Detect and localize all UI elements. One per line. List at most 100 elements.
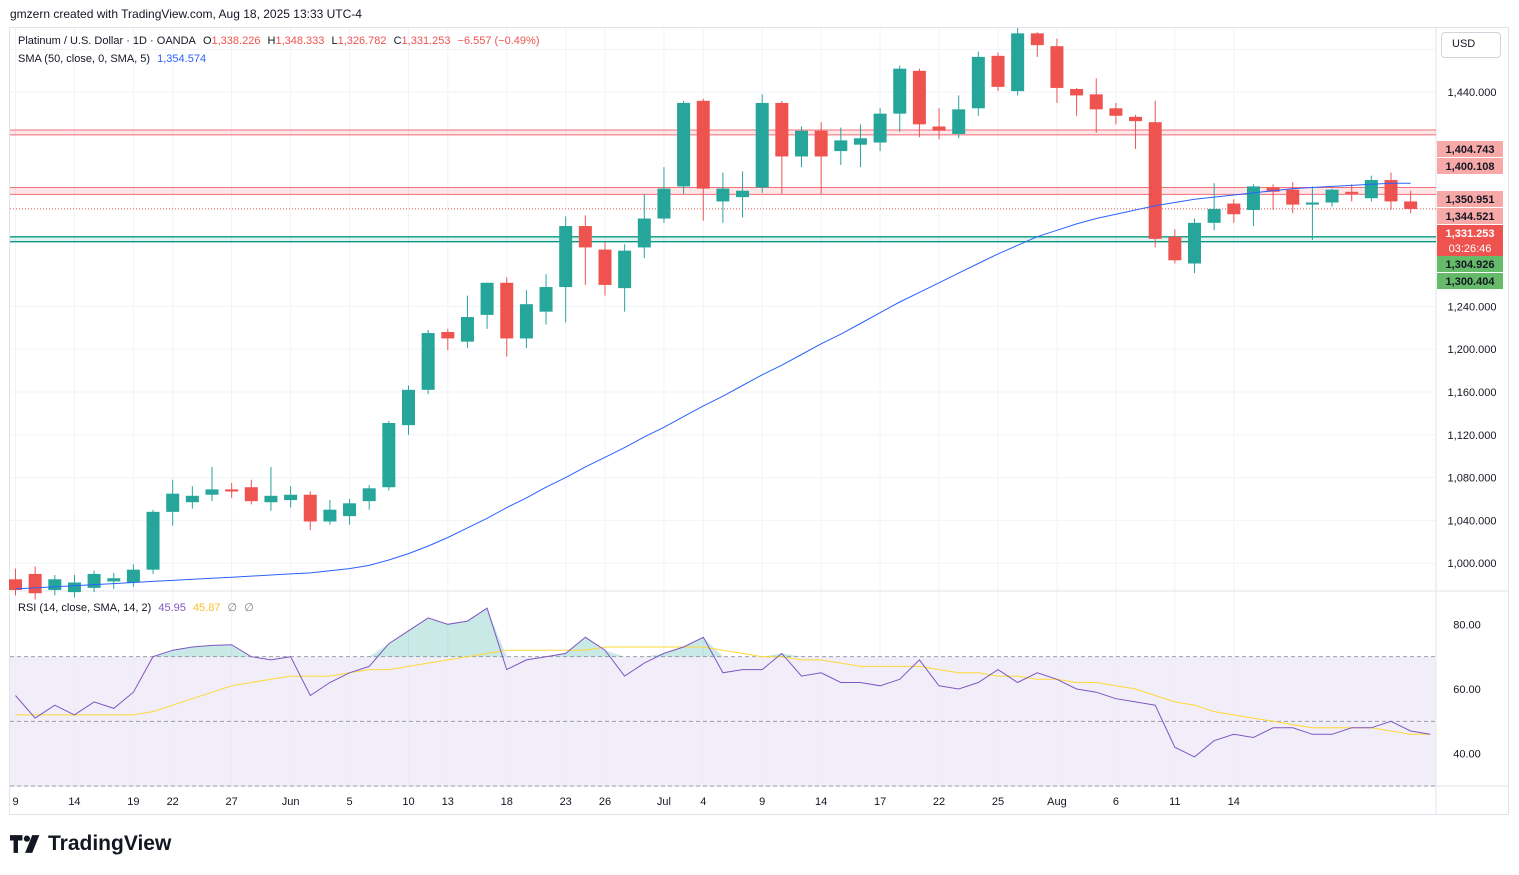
candle xyxy=(480,282,494,329)
candle xyxy=(28,566,42,600)
rsi-label[interactable]: RSI (14, close, SMA, 14, 2) xyxy=(18,602,152,614)
candle-body xyxy=(500,282,514,339)
candle xyxy=(1050,38,1064,103)
candle-body xyxy=(991,55,1005,87)
candle-body xyxy=(1266,187,1280,192)
candle-body xyxy=(146,511,160,570)
candle-body xyxy=(1089,94,1103,110)
candle-body xyxy=(618,250,632,289)
candle xyxy=(87,570,101,593)
candle xyxy=(1109,102,1123,125)
price-labels: 1,404.743 1,400.108 1,350.951 1,344.521 1,33… xyxy=(1437,141,1503,289)
candle-body xyxy=(539,287,553,312)
candle-body xyxy=(1305,202,1319,205)
y-tick-label: 1,080.000 xyxy=(1448,473,1497,485)
candle-body xyxy=(323,509,337,522)
candle xyxy=(225,482,239,498)
candle-body xyxy=(677,102,691,187)
tradingview-logo-icon xyxy=(10,835,40,853)
candle-body xyxy=(48,579,62,590)
currency-button[interactable]: USD xyxy=(1441,32,1501,58)
candle xyxy=(755,94,769,193)
candle-body xyxy=(303,494,317,522)
candle xyxy=(814,122,828,194)
candle-body xyxy=(696,100,710,189)
candle xyxy=(343,499,357,525)
candle-body xyxy=(1384,180,1398,202)
candle xyxy=(598,242,612,296)
x-tick-label: 6 xyxy=(1113,796,1119,808)
price-tag xyxy=(1437,191,1503,207)
symbol-label[interactable]: Platinum / U.S. Dollar · 1D · OANDA xyxy=(18,35,196,47)
candle xyxy=(1404,190,1418,214)
candle xyxy=(441,328,455,351)
rsi-band-fill xyxy=(10,656,1436,786)
candle xyxy=(1325,188,1339,207)
price-tag xyxy=(1437,141,1503,157)
candle xyxy=(1168,229,1182,264)
candles xyxy=(9,28,1418,600)
candle-body xyxy=(9,579,22,590)
candle-body xyxy=(225,489,239,492)
x-tick-label: 9 xyxy=(759,796,765,808)
candle xyxy=(362,485,376,510)
tradingview-wordmark: TradingView xyxy=(48,832,172,855)
candle-body xyxy=(795,130,808,157)
candle-body xyxy=(362,488,376,502)
candle xyxy=(1227,199,1241,223)
candle xyxy=(1246,184,1260,227)
candle-body xyxy=(1148,122,1162,239)
x-tick-label: 26 xyxy=(599,796,611,808)
candle-body xyxy=(519,304,533,339)
price-tag-label: 1,300.404 xyxy=(1446,276,1496,288)
candle xyxy=(500,277,514,357)
tradingview-logo[interactable]: TradingView xyxy=(10,832,171,856)
resistance-zone-upper xyxy=(10,129,1436,135)
sma-50-line xyxy=(15,182,1411,590)
chart-credit: gmzern created with TradingView.com, Aug… xyxy=(10,7,362,21)
candle-body xyxy=(1246,186,1260,210)
candle xyxy=(185,486,199,509)
candle-body xyxy=(28,573,42,594)
candle xyxy=(952,95,966,139)
candle xyxy=(1089,78,1103,133)
y-tick-label: 1,160.000 xyxy=(1448,387,1497,399)
y-tick-label: 1,040.000 xyxy=(1448,515,1497,527)
x-tick-label: 18 xyxy=(501,796,513,808)
candle-body xyxy=(657,188,671,219)
x-tick-label: 27 xyxy=(226,796,238,808)
rsi-pane xyxy=(10,607,1436,787)
price-tag-label: 1,400.108 xyxy=(1446,161,1495,173)
candle-body xyxy=(736,190,750,198)
candle-body xyxy=(480,282,494,315)
candle xyxy=(1011,28,1025,96)
candle xyxy=(1286,182,1300,214)
low-label: L xyxy=(331,35,338,47)
candle-body xyxy=(382,423,396,488)
candle xyxy=(893,65,907,132)
x-tick-label: 13 xyxy=(442,796,454,808)
price-tag-label: 1,404.743 xyxy=(1446,144,1495,156)
candle-body xyxy=(402,389,415,426)
sma-label[interactable]: SMA (50, close, 0, SMA, 5) xyxy=(18,53,151,65)
candle-body xyxy=(343,503,357,517)
candle-body xyxy=(1050,46,1064,88)
candle xyxy=(716,172,730,223)
rsi-legend: RSI (14, close, SMA, 14, 2) 45.95 45.87 … xyxy=(18,601,258,614)
x-tick-label: 9 xyxy=(12,796,18,808)
candle-body xyxy=(1030,33,1044,46)
candle xyxy=(834,127,848,166)
candle xyxy=(578,215,592,285)
candle-body xyxy=(1168,236,1182,261)
rsi-y-tick-label: 80.00 xyxy=(1453,619,1481,631)
candle-body xyxy=(1207,208,1221,223)
price-tag xyxy=(1437,225,1503,241)
x-tick-label: 4 xyxy=(700,796,706,808)
candle xyxy=(912,68,926,138)
x-tick-label: Jun xyxy=(282,796,300,808)
candle-body xyxy=(971,56,985,109)
high-label: H xyxy=(267,35,276,47)
candle-body xyxy=(185,495,199,503)
candle xyxy=(1188,218,1201,274)
